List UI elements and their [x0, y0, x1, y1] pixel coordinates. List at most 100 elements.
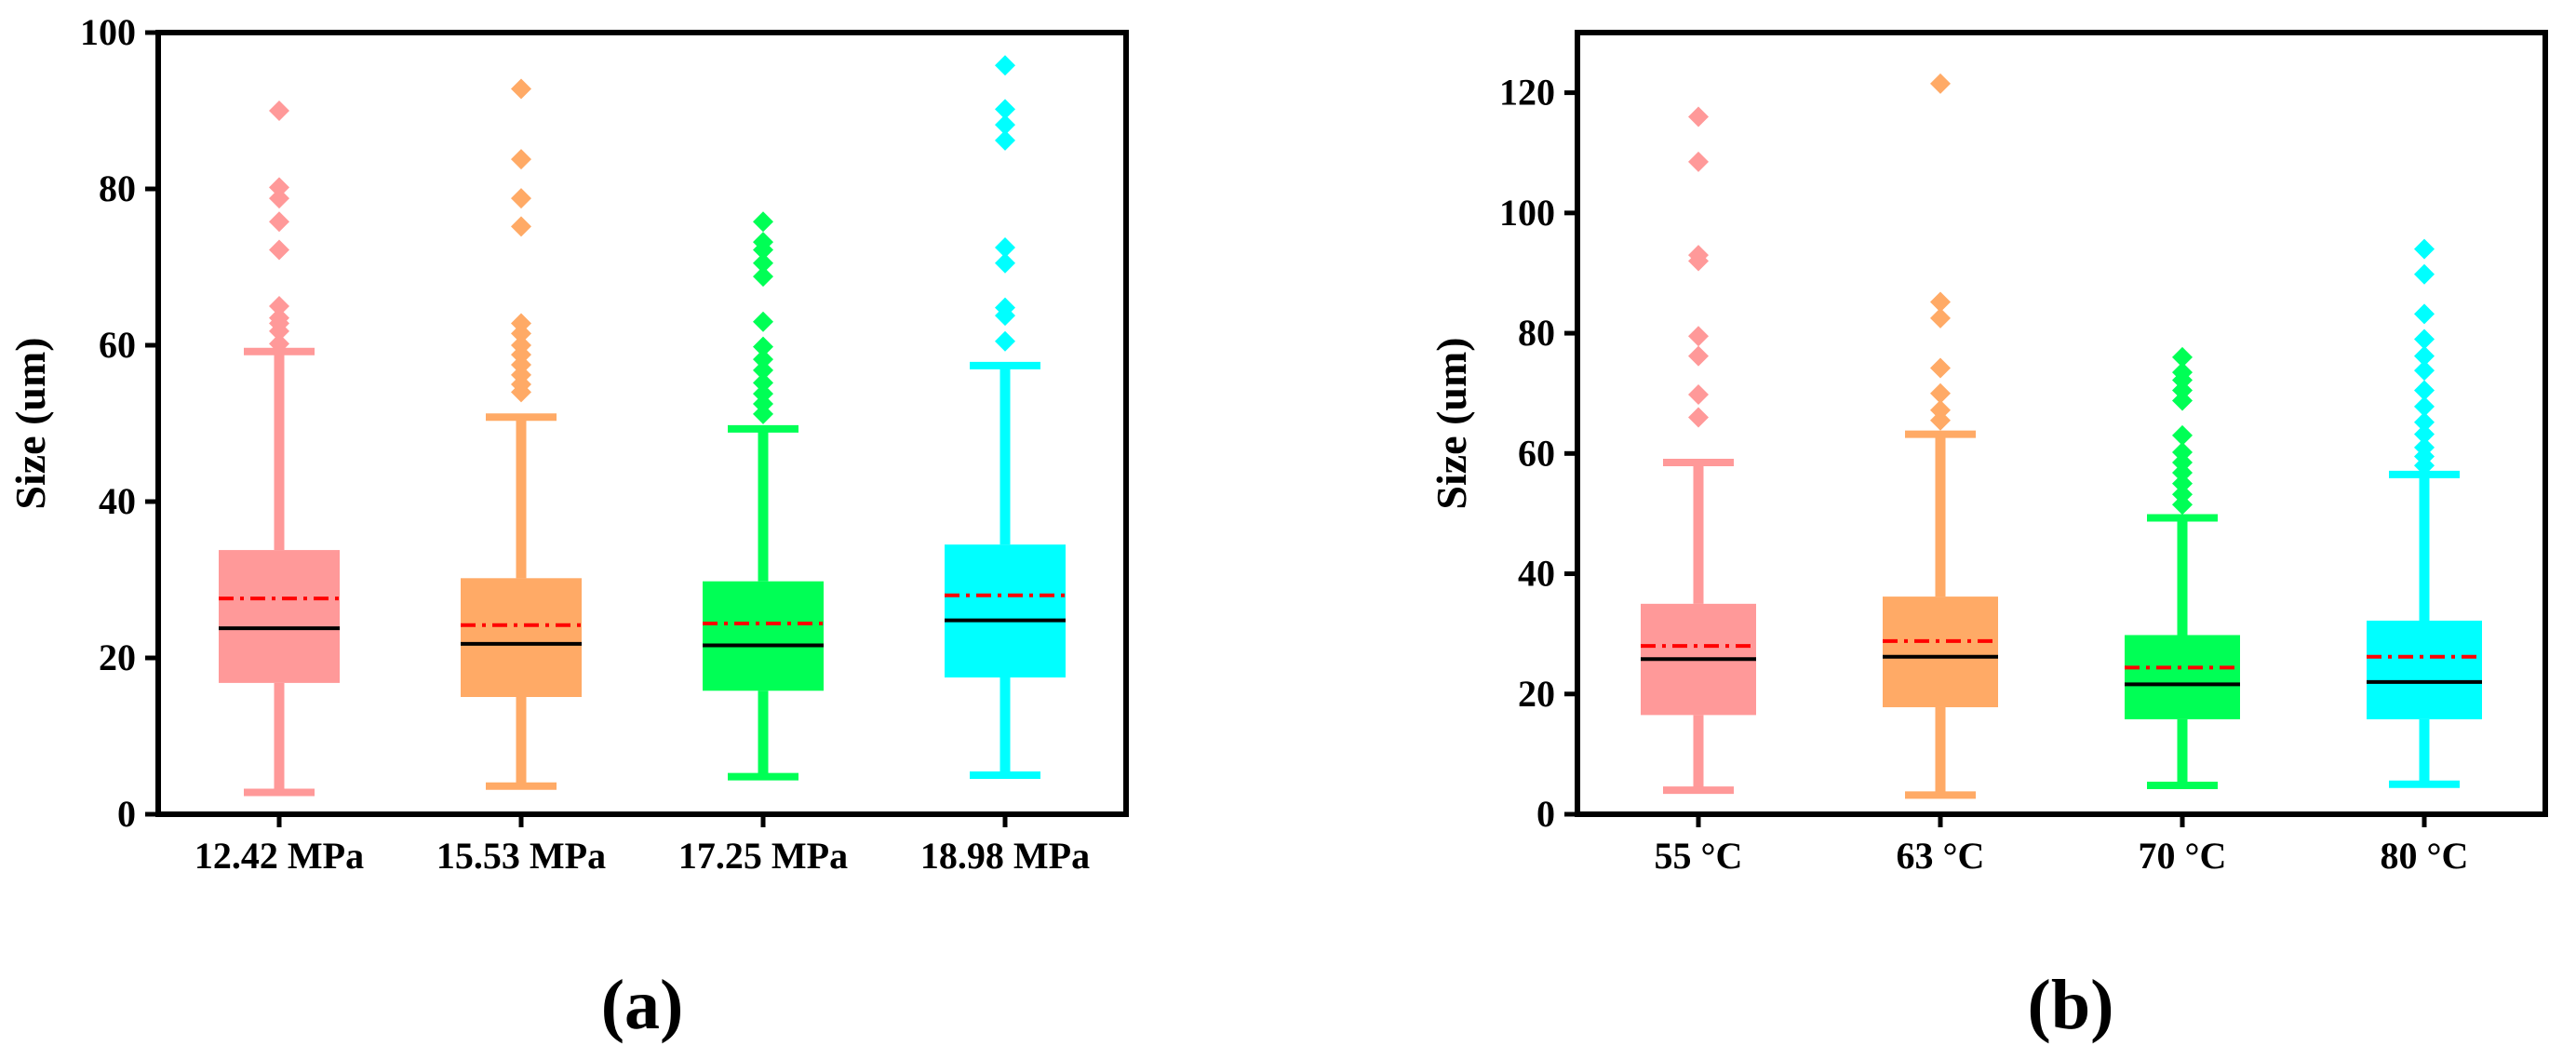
outlier-point: [995, 114, 1015, 136]
outlier-point: [511, 188, 531, 209]
outlier-point: [2414, 411, 2435, 433]
outlier-point: [995, 237, 1015, 258]
outlier-point: [995, 297, 1015, 318]
outlier-point: [753, 372, 773, 394]
chart-panel-b: 0 20 40 60 80 100 120 Size (um) 55 °C 63 °C 70 °C 8…: [1428, 30, 2548, 1044]
outlier-point: [2414, 360, 2435, 382]
iqr-box: [2125, 635, 2240, 719]
outlier-point: [1930, 73, 1951, 94]
outlier-point: [269, 188, 289, 209]
y-tick-label: 100: [80, 11, 136, 53]
x-tick-label: 15.53 MPa: [436, 835, 606, 877]
box-group-1: [1641, 106, 1756, 795]
outlier-point: [269, 211, 289, 233]
outlier-point: [995, 330, 1015, 352]
y-tick-label: 60: [1518, 432, 1555, 474]
y-tick-label: 20: [1518, 673, 1555, 715]
y-tick-label: 0: [117, 793, 136, 835]
outlier-point: [753, 336, 773, 357]
outlier-point: [1930, 291, 1951, 313]
x-tick-label: 55 °C: [1655, 835, 1743, 877]
chart-panel-a: 0 20 40 60 80 100 Size (um) 12.42 MPa 15.53 MPa 1…: [7, 11, 1129, 1044]
outlier-point: [995, 99, 1015, 120]
outlier-point: [2414, 328, 2435, 350]
outlier-point: [269, 296, 289, 316]
outlier-point: [1688, 106, 1709, 127]
outlier-point: [511, 313, 531, 334]
y-tick-label: 80: [99, 168, 136, 209]
y-axis-title: Size (um): [7, 337, 54, 509]
box-group-3: [703, 211, 824, 781]
iqr-box: [1883, 597, 1998, 707]
box-group-2: [461, 78, 582, 790]
panel-label: (a): [601, 966, 684, 1044]
outlier-point: [511, 335, 531, 355]
outlier-point: [753, 252, 773, 274]
outlier-point: [2172, 346, 2193, 368]
outlier-point: [1688, 383, 1709, 405]
outlier-point: [511, 149, 531, 170]
plot-frame: [1575, 30, 2548, 817]
outlier-point: [2414, 380, 2435, 401]
box-group-3: [2125, 346, 2240, 789]
outlier-point: [1688, 326, 1709, 347]
outlier-point: [511, 78, 531, 100]
outlier-point: [1688, 407, 1709, 428]
outlier-point: [2172, 473, 2193, 494]
box-group-2: [1883, 73, 1998, 799]
x-tick-label: 17.25 MPa: [678, 835, 848, 877]
iqr-box: [219, 550, 340, 683]
y-axis-title: Size (um): [1428, 337, 1475, 509]
outlier-point: [753, 232, 773, 253]
iqr-box: [2367, 620, 2482, 719]
y-tick-label: 80: [1518, 312, 1555, 354]
outlier-point: [2414, 303, 2435, 325]
outlier-point: [995, 252, 1015, 274]
y-tick-label: 40: [1518, 553, 1555, 595]
y-tick-label: 120: [1499, 72, 1555, 114]
outlier-point: [1930, 307, 1951, 328]
outlier-point: [1688, 151, 1709, 172]
outlier-point: [269, 101, 289, 121]
outlier-point: [2172, 484, 2193, 505]
outlier-point: [269, 177, 289, 198]
outlier-point: [2172, 362, 2193, 383]
box-group-4: [2367, 238, 2482, 788]
outlier-point: [753, 266, 773, 288]
outlier-point: [269, 307, 289, 328]
outlier-point: [269, 239, 289, 261]
y-tick-label: 100: [1499, 192, 1555, 234]
outlier-point: [753, 349, 773, 370]
box-group-4: [945, 55, 1066, 779]
outlier-point: [2414, 263, 2435, 285]
outlier-point: [2414, 436, 2435, 458]
outlier-point: [269, 333, 289, 355]
y-tick-label: 20: [99, 637, 136, 678]
x-tick-label: 63 °C: [1897, 835, 1985, 877]
y-tick-label: 40: [99, 480, 136, 522]
y-tick-label: 60: [99, 324, 136, 366]
outlier-point: [2172, 424, 2193, 446]
outlier-point: [753, 359, 773, 381]
outlier-point: [753, 383, 773, 405]
box-group-1: [219, 101, 340, 797]
outlier-point: [2172, 442, 2193, 463]
outlier-point: [2414, 345, 2435, 367]
outlier-point: [511, 216, 531, 237]
outlier-point: [995, 129, 1015, 151]
outlier-point: [1930, 382, 1951, 404]
outlier-point: [2414, 238, 2435, 260]
outlier-point: [1688, 245, 1709, 266]
iqr-box: [461, 578, 582, 697]
iqr-box: [945, 544, 1066, 677]
x-tick-label: 70 °C: [2139, 835, 2227, 877]
x-tick-label: 80 °C: [2381, 835, 2469, 877]
outlier-point: [1930, 399, 1951, 421]
outlier-point: [1688, 345, 1709, 367]
outlier-point: [995, 55, 1015, 76]
outlier-point: [2414, 395, 2435, 417]
x-tick-label: 12.42 MPa: [195, 835, 364, 877]
outlier-point: [2414, 423, 2435, 445]
